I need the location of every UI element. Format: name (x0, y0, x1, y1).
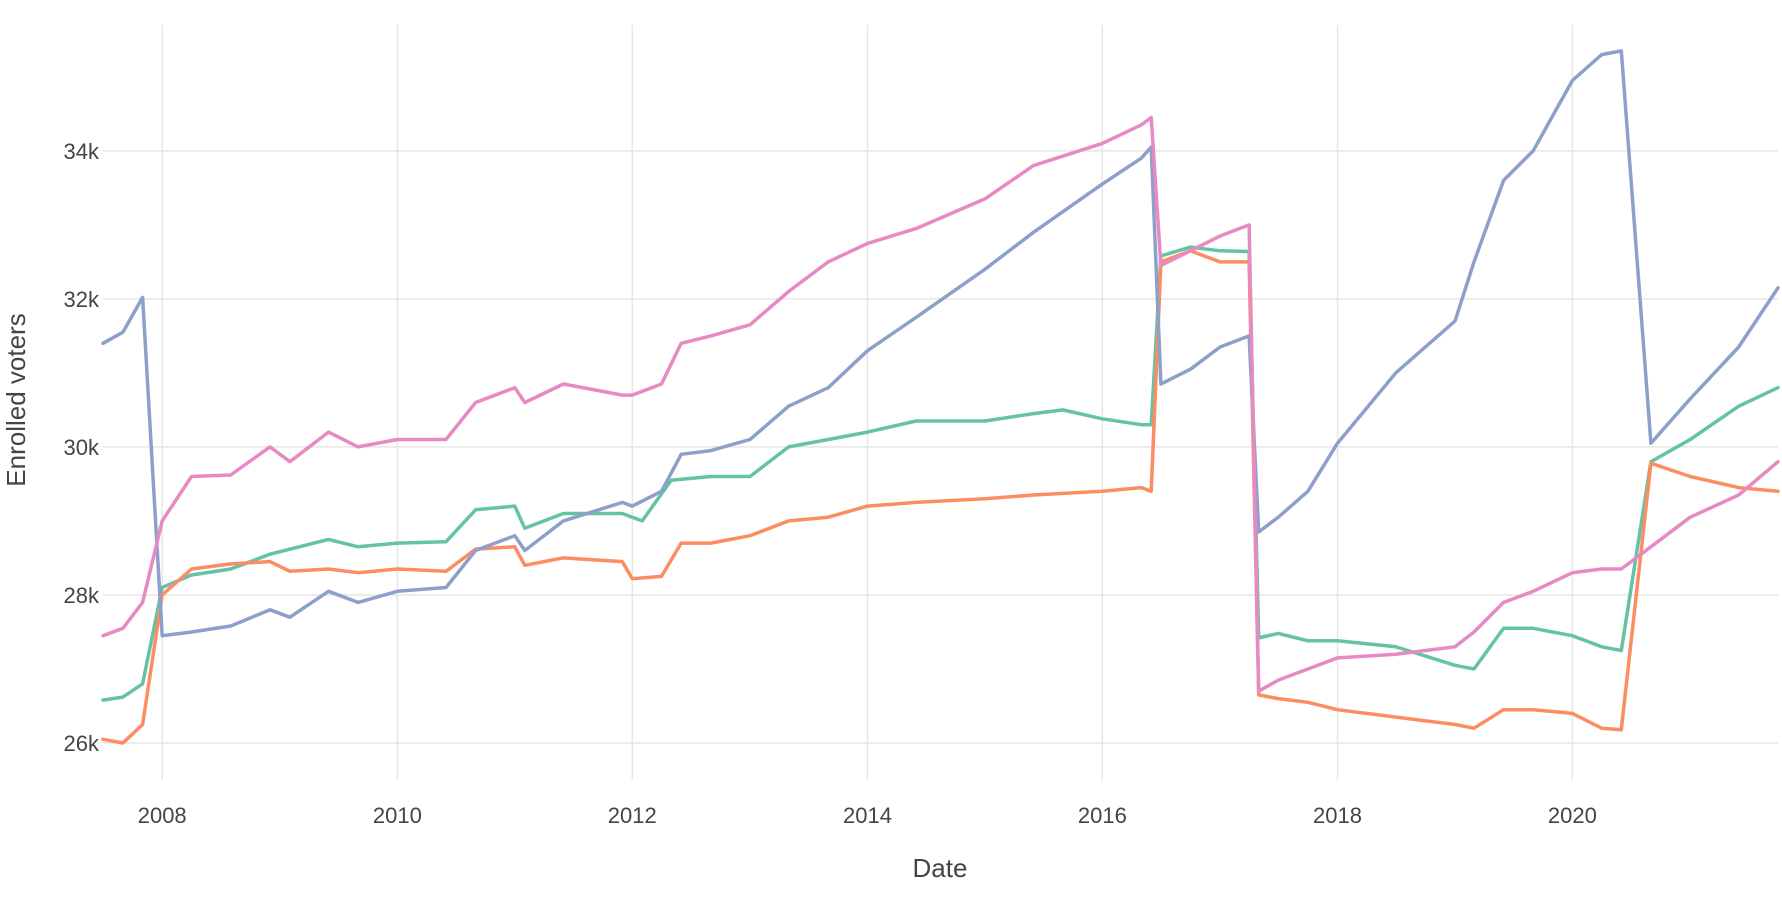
y-gridlines (103, 150, 1778, 744)
x-tick-label: 2010 (373, 803, 422, 828)
x-tick-label: 2020 (1548, 803, 1597, 828)
x-tick-label: 2012 (608, 803, 657, 828)
y-tick-label: 32k (64, 287, 100, 312)
y-tick-label: 26k (64, 731, 100, 756)
x-tick-label: 2018 (1313, 803, 1362, 828)
x-axis-title: Date (913, 853, 968, 883)
series-line-2 (101, 249, 1780, 745)
y-axis-title: Enrolled voters (1, 313, 31, 486)
x-tick-labels: 2008 2010 2012 2014 2016 2018 2020 (138, 803, 1597, 828)
x-gridlines (161, 25, 1574, 780)
series-line-1 (101, 245, 1780, 702)
x-tick-label: 2014 (843, 803, 892, 828)
series-line-3 (101, 49, 1780, 638)
x-tick-label: 2008 (138, 803, 187, 828)
series-lines (101, 49, 1780, 745)
y-tick-labels: 26k 28k 30k 32k 34k (64, 139, 100, 756)
y-tick-label: 30k (64, 435, 100, 460)
series-line-4 (101, 115, 1780, 693)
y-tick-label: 34k (64, 139, 100, 164)
x-tick-label: 2016 (1078, 803, 1127, 828)
y-tick-label: 28k (64, 583, 100, 608)
